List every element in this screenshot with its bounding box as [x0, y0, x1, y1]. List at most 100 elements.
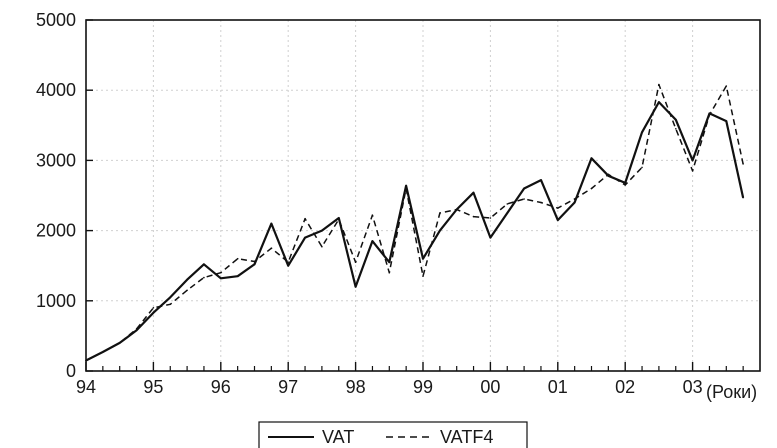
data-point-vatf4 — [354, 261, 357, 264]
data-point-vatf4 — [169, 303, 172, 306]
data-point-vat — [624, 182, 626, 184]
data-point-vat — [388, 261, 391, 264]
data-point-vatf4 — [523, 198, 525, 200]
data-point-vat — [489, 236, 492, 239]
x-axis-label: (Роки) — [706, 382, 757, 402]
data-point-vatf4 — [742, 163, 744, 165]
data-point-vat — [270, 222, 273, 225]
data-point-vat — [523, 187, 525, 190]
legend: VAT VATF4 — [258, 421, 528, 448]
x-tick-label: 97 — [278, 377, 298, 397]
series-line-vat — [85, 100, 745, 362]
x-tick-label: 99 — [413, 377, 433, 397]
data-point-vatf4 — [186, 289, 188, 292]
data-point-vatf4 — [624, 184, 626, 186]
data-point-vat — [675, 118, 677, 121]
data-point-vatf4 — [607, 173, 610, 176]
data-point-vat — [236, 275, 239, 278]
data-point-vat — [321, 229, 323, 232]
data-point-vat — [135, 329, 138, 332]
y-tick-label: 2000 — [36, 221, 76, 241]
data-point-vat — [405, 184, 407, 187]
data-point-vat — [338, 217, 340, 219]
data-point-vat — [742, 196, 744, 199]
y-tick-label: 5000 — [36, 10, 76, 30]
data-point-vat — [658, 101, 660, 103]
data-point-vatf4 — [439, 212, 441, 214]
data-point-vatf4 — [675, 128, 677, 130]
data-point-vatf4 — [506, 203, 509, 205]
data-point-vatf4 — [270, 247, 273, 249]
data-point-vatf4 — [658, 83, 660, 86]
y-tick-label: 3000 — [36, 150, 76, 170]
data-point-vatf4 — [220, 271, 222, 274]
data-point-vatf4 — [152, 307, 155, 309]
data-point-vat — [304, 236, 306, 239]
y-tick-label: 1000 — [36, 291, 76, 311]
x-tick-label: 96 — [211, 377, 231, 397]
data-point-vat — [590, 157, 593, 160]
data-point-vatf4 — [287, 261, 290, 264]
data-point-vatf4 — [118, 342, 121, 344]
data-point-vatf4 — [422, 275, 424, 278]
data-point-vatf4 — [253, 260, 256, 263]
y-tick-label: 4000 — [36, 80, 76, 100]
data-point-vatf4 — [388, 271, 391, 274]
data-point-vatf4 — [203, 276, 205, 279]
data-point-vat — [203, 263, 205, 266]
data-point-vatf4 — [641, 166, 643, 169]
data-point-vatf4 — [472, 215, 475, 218]
data-point-vat — [691, 159, 694, 162]
data-point-vatf4 — [135, 328, 138, 330]
data-point-vat — [287, 264, 290, 267]
data-point-vatf4 — [102, 351, 104, 353]
data-point-vat — [557, 219, 559, 221]
data-point-vat — [506, 212, 509, 214]
series-line-vatf4 — [85, 83, 744, 362]
x-tick-label: 98 — [346, 377, 366, 397]
data-point-vat — [220, 277, 222, 280]
data-point-vatf4 — [708, 114, 711, 116]
x-tick-label: 01 — [548, 377, 568, 397]
grid-lines — [86, 20, 760, 371]
data-point-vatf4 — [573, 198, 576, 200]
data-point-vatf4 — [405, 187, 407, 190]
x-tick-label: 00 — [480, 377, 500, 397]
x-tick-label: 94 — [76, 377, 96, 397]
x-tick-label: 95 — [143, 377, 163, 397]
data-point-vatf4 — [691, 170, 694, 172]
x-tick-label: 03 — [683, 377, 703, 397]
legend-box — [258, 421, 528, 448]
x-axis-tick-labels: 94 95 96 97 98 99 00 01 02 03 — [76, 377, 703, 397]
data-point-vatf4 — [371, 214, 374, 216]
data-point-vat — [371, 240, 374, 242]
data-point-vat — [439, 229, 441, 232]
data-point-vat — [540, 179, 542, 181]
data-point-vatf4 — [236, 257, 239, 260]
series-group — [85, 83, 745, 362]
data-point-vat — [573, 201, 576, 204]
data-point-vat — [641, 131, 643, 134]
data-point-vatf4 — [590, 187, 593, 190]
legend-label-vat: VAT — [322, 427, 354, 447]
data-point-vat — [354, 286, 357, 288]
data-point-vatf4 — [557, 207, 559, 209]
data-point-vatf4 — [338, 218, 340, 221]
data-point-vat — [169, 296, 172, 299]
data-point-vatf4 — [455, 208, 458, 211]
data-point-vatf4 — [304, 217, 306, 220]
y-tick-label: 0 — [66, 361, 76, 381]
data-point-vat — [725, 120, 728, 122]
data-point-vat — [472, 191, 475, 194]
data-point-vat — [186, 278, 188, 281]
axis-ticks — [85, 19, 744, 372]
data-point-vatf4 — [540, 201, 542, 204]
data-point-vatf4 — [321, 245, 323, 248]
data-point-vatf4 — [725, 85, 728, 87]
legend-label-vatf4: VATF4 — [440, 427, 493, 447]
y-axis-tick-labels: 0 1000 2000 3000 4000 5000 — [36, 10, 76, 381]
data-point-vat — [253, 263, 256, 266]
x-tick-label: 02 — [615, 377, 635, 397]
data-point-vat — [422, 257, 424, 260]
